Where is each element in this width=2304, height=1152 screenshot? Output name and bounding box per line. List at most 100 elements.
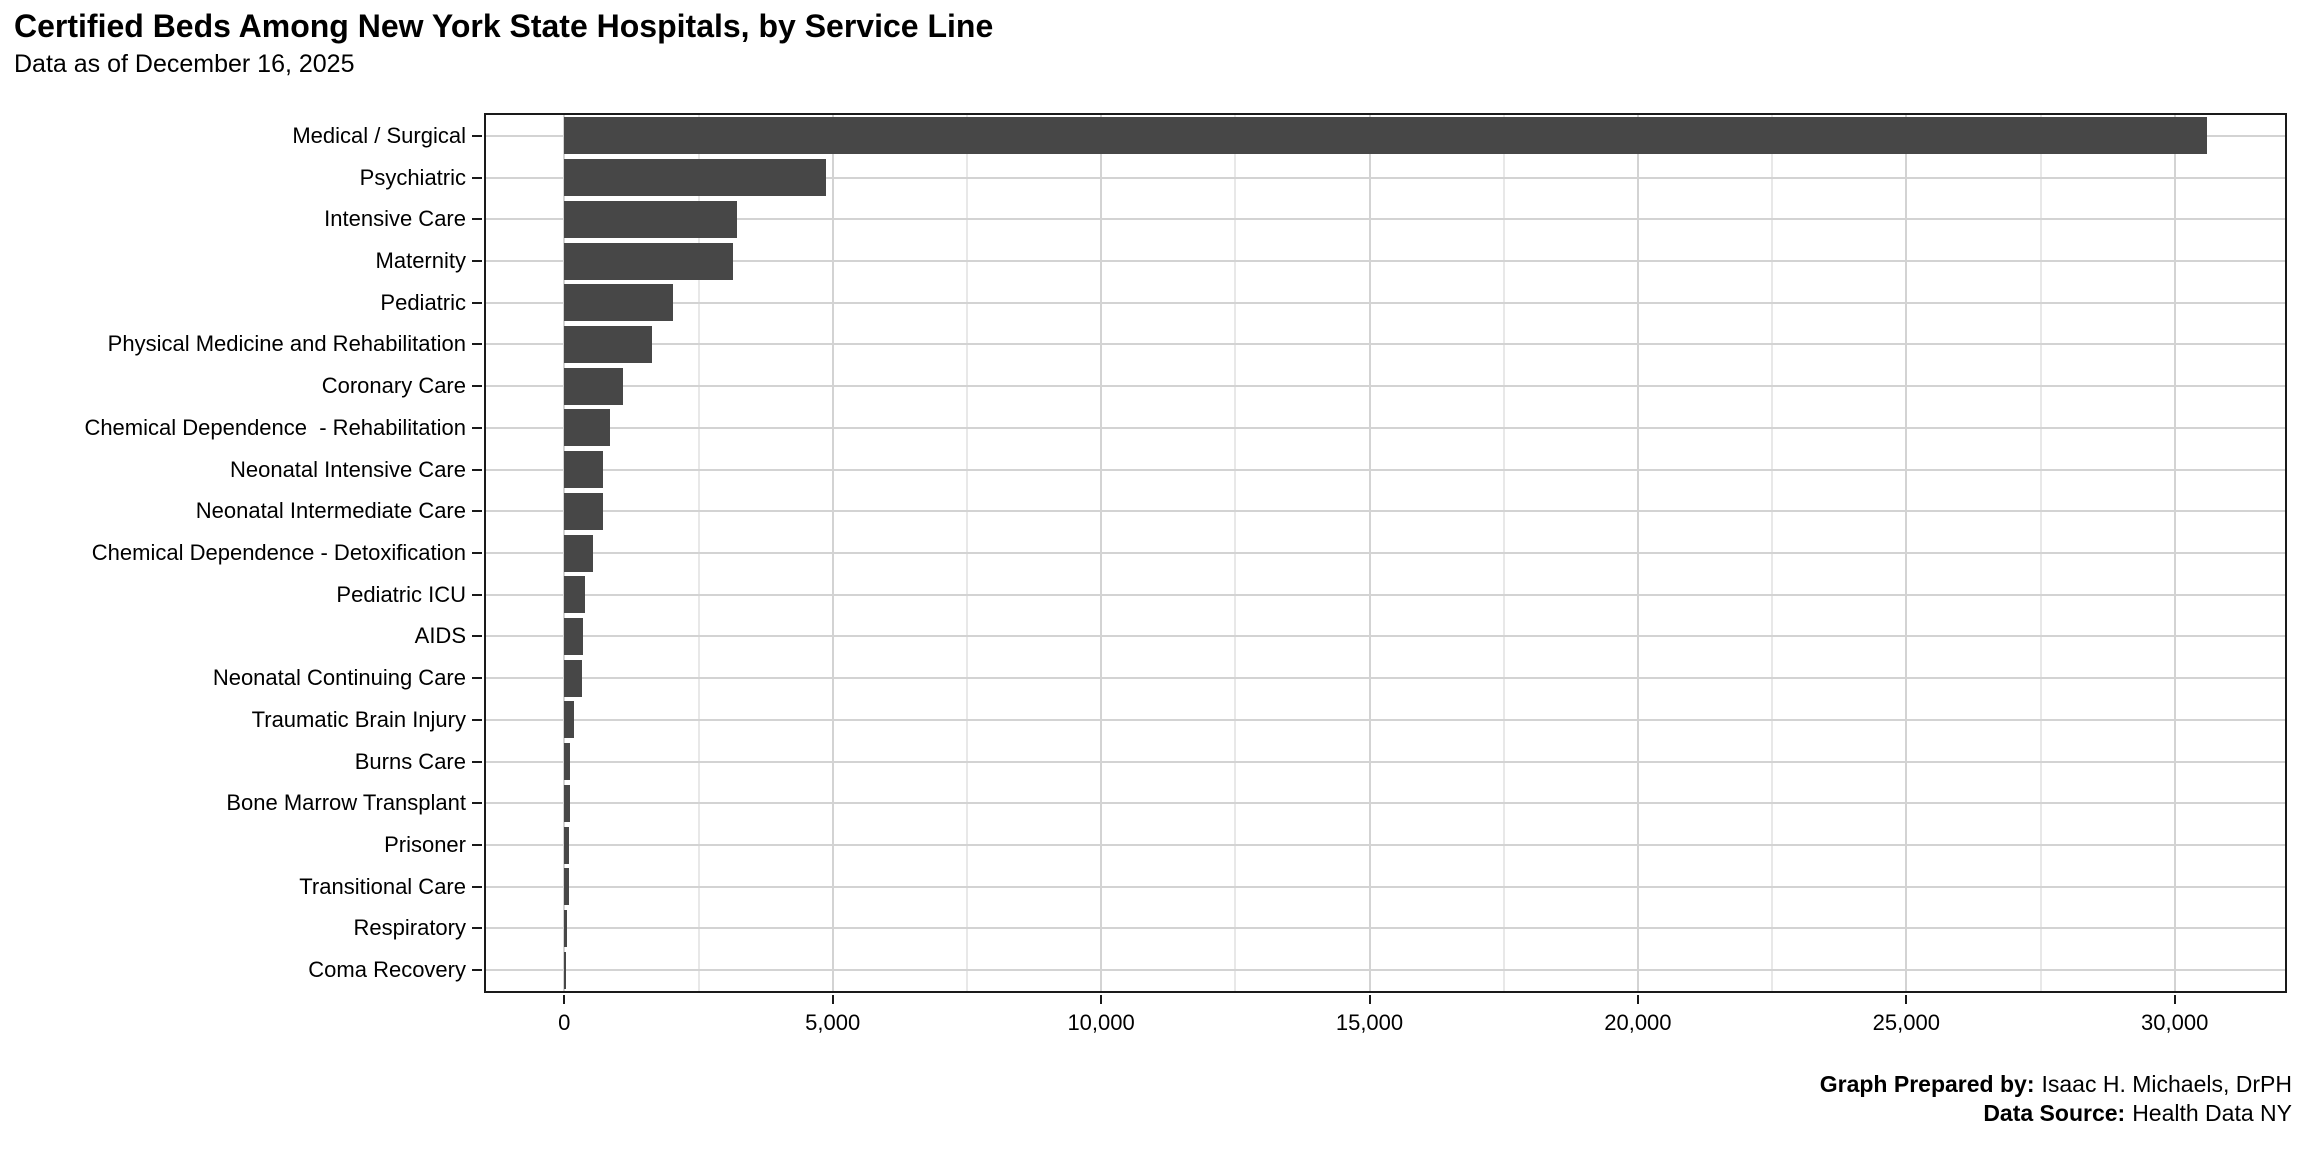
gridline-row-prisoner [486, 844, 2285, 846]
x-label-5000: 5,000 [805, 1010, 861, 1035]
gridline-row-chemical-dependence-rehabilitation [486, 426, 2285, 429]
gridline-row-respiratory [486, 927, 2285, 930]
gridline-row-intensive-care [486, 218, 2285, 221]
bar-medical-surgical [564, 117, 2207, 155]
bar-psychiatric [564, 159, 826, 197]
x-tick-15000 [1368, 995, 1371, 1004]
footer-data-source-value: Health Data NY [2132, 1100, 2292, 1126]
y-label-chemical-dependence-detoxification: Chemical Dependence - Detoxification [91, 540, 466, 565]
y-tick-respiratory [472, 927, 482, 930]
gridline-row-chemical-dependence-detoxification [486, 552, 2285, 554]
bar-pediatric [564, 284, 674, 322]
y-label-transitional-care: Transitional Care [299, 873, 466, 899]
y-label-psychiatric: Psychiatric [359, 164, 466, 190]
chart-title: Certified Beds Among New York State Hosp… [14, 8, 994, 44]
gridline-row-pediatric-icu [486, 593, 2285, 596]
y-label-bone-marrow-transplant: Bone Marrow Transplant [226, 790, 466, 816]
x-tick-0 [563, 995, 566, 1004]
y-label-chemical-dependence-rehabilitation: Chemical Dependence - Rehabilitation [84, 414, 466, 440]
plot-panel [484, 113, 2287, 993]
gridline-row-bone-marrow-transplant [486, 802, 2285, 805]
y-label-traumatic-brain-injury: Traumatic Brain Injury [251, 706, 466, 732]
bar-neonatal-intermediate-care [564, 492, 603, 530]
y-label-medical-surgical: Medical / Surgical [292, 122, 466, 148]
gridline-row-burns-care [486, 760, 2285, 763]
y-label-neonatal-continuing-care: Neonatal Continuing Care [212, 665, 466, 691]
bar-neonatal-intensive-care [564, 451, 604, 489]
footer-prepared-by-label: Graph Prepared by: [1819, 1071, 2035, 1097]
y-tick-transitional-care [472, 885, 482, 888]
y-tick-chemical-dependence-rehabilitation [472, 426, 482, 429]
y-label-coma-recovery: Coma Recovery [308, 957, 466, 983]
bar-transitional-care [564, 868, 569, 906]
y-tick-neonatal-intensive-care [472, 468, 482, 471]
x-tick-10000 [1100, 995, 1103, 1004]
y-tick-intensive-care [472, 218, 482, 221]
x-label-0: 0 [558, 1010, 571, 1035]
y-tick-medical-surgical [472, 134, 482, 137]
y-tick-chemical-dependence-detoxification [472, 552, 482, 554]
gridline-row-coma-recovery [486, 969, 2285, 972]
y-label-neonatal-intensive-care: Neonatal Intensive Care [229, 456, 466, 482]
x-label-25000: 25,000 [1872, 1010, 1940, 1035]
footer-credits: Graph Prepared by: Isaac H. Michaels, DrP… [1820, 1070, 2292, 1128]
y-label-physical-medicine-and-rehabilitation: Physical Medicine and Rehabilitation [107, 331, 466, 357]
gridline-row-aids [486, 635, 2285, 638]
y-label-burns-care: Burns Care [354, 748, 466, 774]
footer-data-source: Data Source: Health Data NY [1820, 1099, 2292, 1128]
bar-burns-care [564, 743, 570, 781]
y-label-coronary-care: Coronary Care [321, 373, 466, 399]
y-label-neonatal-intermediate-care: Neonatal Intermediate Care [195, 498, 466, 524]
gridline-row-pediatric [486, 301, 2285, 304]
y-label-prisoner: Prisoner [384, 832, 466, 857]
footer-prepared-by: Graph Prepared by: Isaac H. Michaels, DrP… [1820, 1070, 2292, 1099]
y-tick-physical-medicine-and-rehabilitation [472, 343, 482, 346]
x-tick-25000 [1905, 995, 1908, 1004]
y-tick-coma-recovery [472, 969, 482, 972]
y-tick-prisoner [472, 844, 482, 846]
x-label-15000: 15,000 [1335, 1010, 1404, 1035]
y-tick-pediatric-icu [472, 593, 482, 596]
bar-bone-marrow-transplant [564, 784, 570, 822]
y-label-pediatric: Pediatric [380, 289, 466, 315]
bar-coronary-care [564, 367, 623, 405]
footer-data-source-label: Data Source: [1983, 1100, 2126, 1126]
gridline-row-neonatal-intermediate-care [486, 510, 2285, 513]
gridline-row-neonatal-continuing-care [486, 677, 2285, 680]
y-tick-pediatric [472, 301, 482, 304]
bar-respiratory [564, 909, 567, 947]
bar-coma-recovery [564, 951, 567, 989]
gridline-row-transitional-care [486, 885, 2285, 888]
gridline-row-neonatal-intensive-care [486, 468, 2285, 471]
y-tick-psychiatric [472, 176, 482, 179]
bar-intensive-care [564, 200, 737, 238]
x-label-30000: 30,000 [2141, 1010, 2209, 1035]
x-tick-20000 [1636, 995, 1639, 1004]
bar-maternity [564, 242, 733, 280]
y-tick-maternity [472, 260, 482, 262]
y-tick-bone-marrow-transplant [472, 802, 482, 805]
x-label-20000: 20,000 [1604, 1010, 1672, 1035]
bar-chemical-dependence-detoxification [564, 534, 594, 572]
footer-prepared-by-value: Isaac H. Michaels, DrPH [2041, 1071, 2292, 1097]
bar-chemical-dependence-rehabilitation [564, 409, 610, 447]
bar-aids [564, 617, 584, 655]
y-tick-traumatic-brain-injury [472, 718, 482, 721]
y-tick-burns-care [472, 760, 482, 763]
bar-traumatic-brain-injury [564, 701, 574, 739]
y-tick-aids [472, 635, 482, 638]
y-label-pediatric-icu: Pediatric ICU [336, 581, 466, 607]
chart-subtitle: Data as of December 16, 2025 [14, 50, 355, 78]
bar-prisoner [564, 826, 570, 864]
y-tick-coronary-care [472, 385, 482, 388]
bar-physical-medicine-and-rehabilitation [564, 325, 652, 363]
x-tick-30000 [2173, 995, 2176, 1004]
x-tick-5000 [831, 995, 834, 1004]
gridline-row-psychiatric [486, 176, 2285, 179]
gridline-row-coronary-care [486, 385, 2285, 388]
x-label-10000: 10,000 [1067, 1010, 1135, 1035]
gridline-row-traumatic-brain-injury [486, 718, 2285, 721]
y-label-maternity: Maternity [375, 248, 466, 273]
bar-pediatric-icu [564, 576, 586, 614]
